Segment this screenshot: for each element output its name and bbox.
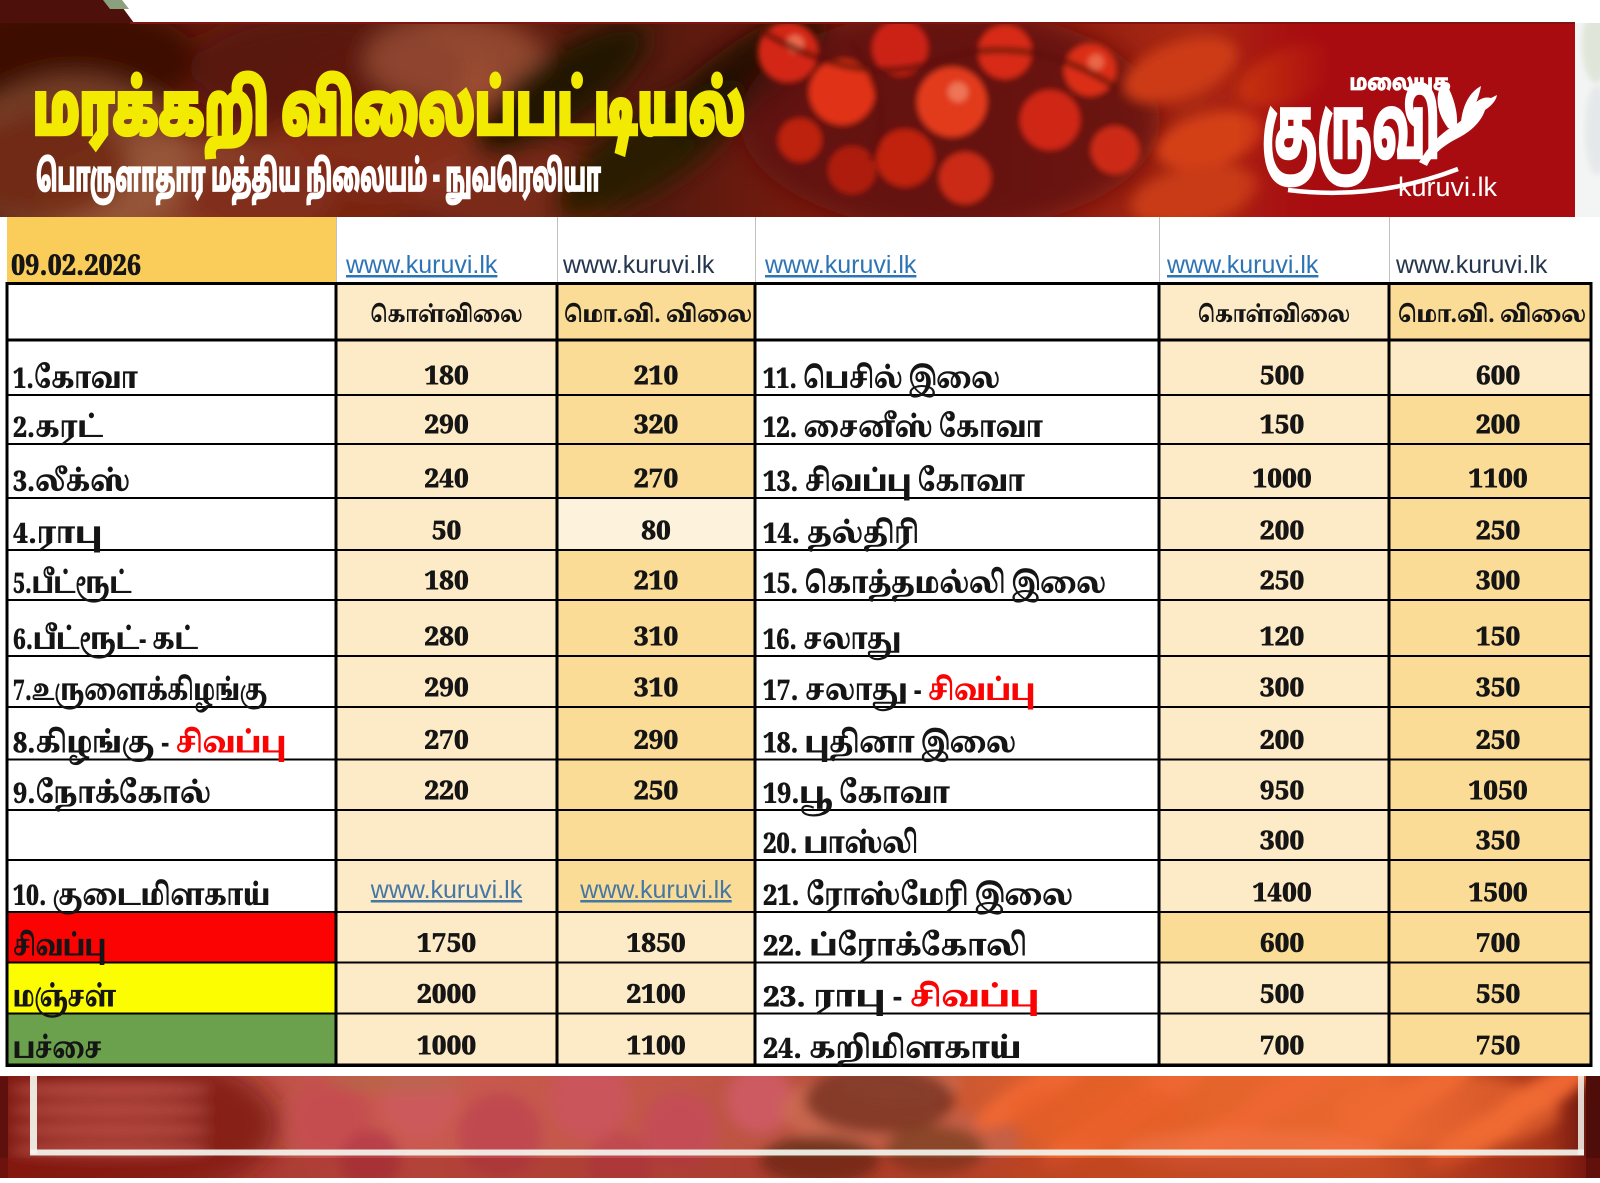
svg-text:kuruvi.lk: kuruvi.lk [1398, 172, 1498, 202]
svg-text:www.kuruvi.lk: www.kuruvi.lk [764, 251, 917, 279]
svg-text:www.kuruvi.lk: www.kuruvi.lk [370, 876, 523, 904]
svg-text:www.kuruvi.lk: www.kuruvi.lk [579, 876, 732, 904]
svg-text:www.kuruvi.lk: www.kuruvi.lk [345, 251, 498, 279]
svg-text:www.kuruvi.lk: www.kuruvi.lk [1166, 251, 1319, 279]
svg-text:www.kuruvi.lk: www.kuruvi.lk [562, 251, 715, 279]
svg-text:www.kuruvi.lk: www.kuruvi.lk [1395, 251, 1548, 279]
